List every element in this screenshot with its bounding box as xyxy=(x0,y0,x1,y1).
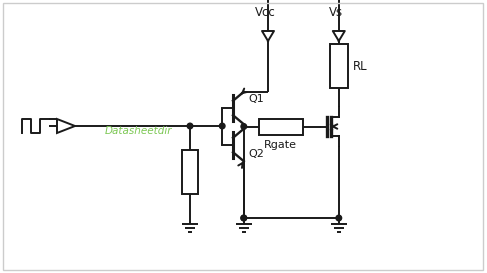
Text: Q2: Q2 xyxy=(249,149,264,159)
Text: Vs: Vs xyxy=(329,6,343,19)
Circle shape xyxy=(187,123,193,129)
Circle shape xyxy=(220,123,225,129)
Text: Datasheetdir: Datasheetdir xyxy=(105,126,172,136)
Text: Vcc: Vcc xyxy=(255,6,275,19)
Bar xyxy=(330,44,348,88)
Circle shape xyxy=(241,215,246,221)
Bar xyxy=(182,150,198,194)
Text: Q1: Q1 xyxy=(249,94,264,104)
Circle shape xyxy=(241,124,246,129)
Bar xyxy=(259,118,303,135)
Text: Rgate: Rgate xyxy=(264,140,297,150)
Text: RL: RL xyxy=(353,60,367,73)
Circle shape xyxy=(241,215,246,221)
Circle shape xyxy=(336,215,341,221)
